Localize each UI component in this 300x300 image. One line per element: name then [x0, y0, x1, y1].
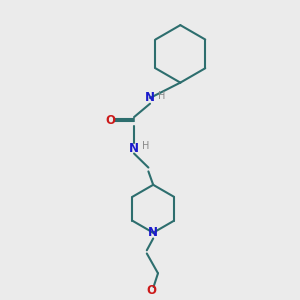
Text: N: N: [129, 142, 139, 154]
Text: H: H: [142, 142, 150, 152]
Text: H: H: [158, 92, 166, 101]
Text: N: N: [148, 226, 158, 239]
Text: N: N: [145, 92, 155, 104]
Text: O: O: [146, 284, 156, 297]
Text: O: O: [105, 114, 115, 128]
